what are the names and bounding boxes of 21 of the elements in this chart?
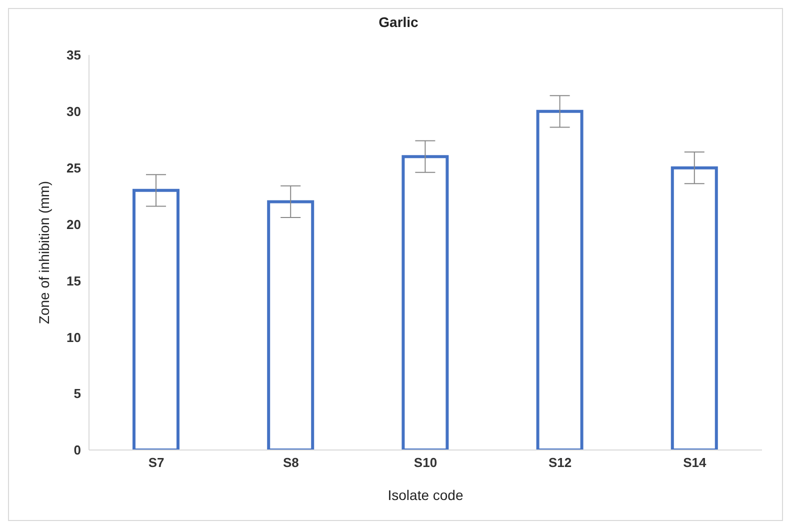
x-tick-label: S7 <box>148 455 164 470</box>
text: Garlic <box>378 14 418 30</box>
y-tick-label: 35 <box>66 48 81 63</box>
y-tick-label: 15 <box>66 273 81 288</box>
x-axis-title: Isolate code <box>388 487 464 503</box>
x-tick-label: S14 <box>683 455 708 470</box>
y-tick-label: 30 <box>66 104 81 120</box>
y-tick-label: 20 <box>66 216 81 232</box>
y-tick-label: 0 <box>74 442 81 458</box>
x-tick-label: S12 <box>548 455 572 470</box>
bar <box>536 110 584 450</box>
y-tick-label: 10 <box>66 330 81 345</box>
bar <box>402 155 449 450</box>
bar <box>670 166 718 450</box>
x-tick-label: S10 <box>414 455 438 470</box>
y-tick-label: 25 <box>66 160 81 176</box>
x-tick-label: S8 <box>282 455 299 470</box>
bar <box>267 200 314 450</box>
y-axis-title: Zone of inhibition (mm) <box>36 180 52 324</box>
y-tick-label: 5 <box>74 386 81 402</box>
bar <box>132 188 180 450</box>
